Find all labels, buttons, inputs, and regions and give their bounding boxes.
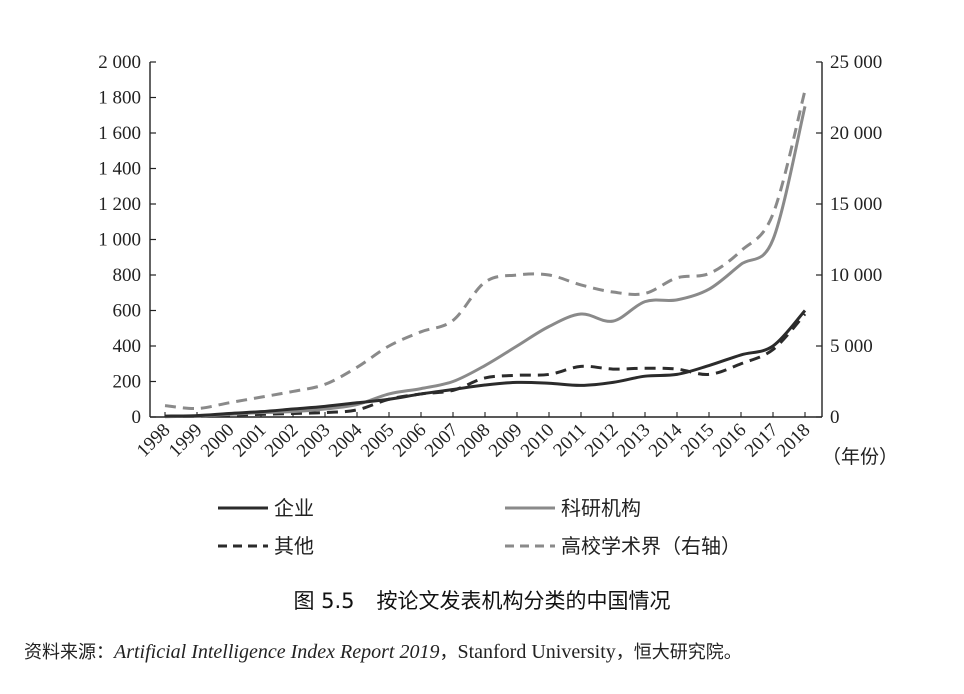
figure-title: 按论文发表机构分类的中国情况 <box>376 589 671 613</box>
legend-label: 其他 <box>274 534 314 558</box>
source-prefix: 资料来源： <box>24 642 114 663</box>
source-separator: ， <box>439 642 458 663</box>
source-organization: Stanford University <box>457 641 616 663</box>
y-left-tick-label: 1 400 <box>98 159 141 180</box>
series-lines <box>164 90 807 419</box>
y-right-tick-label: 20 000 <box>830 123 882 144</box>
source-note: 资料来源：Artificial Intelligence Index Repor… <box>24 638 954 664</box>
y-left-tick-label: 1 200 <box>98 194 141 215</box>
source-title: Artificial Intelligence Index Report 201… <box>114 641 440 663</box>
x-tick-label: 2012 <box>581 420 623 462</box>
x-tick-label: 2002 <box>261 420 303 462</box>
y-right-tick-label: 10 000 <box>830 265 882 286</box>
figure-number: 图 5.5 <box>293 589 355 613</box>
y-left-tick-label: 600 <box>113 301 142 322</box>
x-tick-label: 2014 <box>645 419 687 461</box>
legend-label: 科研机构 <box>561 496 641 520</box>
x-tick-label: 2003 <box>293 420 335 462</box>
x-tick-label: 1999 <box>165 420 207 462</box>
chart: 0 200 400 600 800 1 000 1 200 1 400 1 600 1 800 2 … <box>98 52 898 558</box>
x-tick-label: 2013 <box>613 420 655 462</box>
series-line-1 <box>164 106 807 418</box>
y-left-tick-label: 200 <box>113 372 142 393</box>
x-tick-label: 2015 <box>677 420 719 462</box>
source-suffix: 恒大研究院。 <box>633 642 742 663</box>
y-right-tick-label: 0 <box>830 407 840 428</box>
x-axis-unit: （年份） <box>822 446 898 468</box>
y-left-tick-label: 0 <box>132 407 142 428</box>
y-left-tick-label: 2 000 <box>98 52 141 73</box>
y-left-tick-label: 400 <box>113 336 142 357</box>
source-separator: ， <box>615 642 634 663</box>
x-tick-label: 2016 <box>709 420 751 462</box>
figure-caption: 图 5.5 按论文发表机构分类的中国情况 <box>0 585 964 615</box>
x-tick-label: 2007 <box>421 420 463 462</box>
series-line-0 <box>164 309 807 418</box>
legend-label: 高校学术界（右轴） <box>561 534 741 558</box>
x-tick-label: 2005 <box>357 420 399 462</box>
y-right-tick-label: 5 000 <box>830 336 873 357</box>
series-line-3 <box>164 90 807 411</box>
legend-label: 企业 <box>274 496 314 520</box>
y-right-tick-label: 25 000 <box>830 52 882 73</box>
y-left-tick-label: 1 600 <box>98 123 141 144</box>
y-left-tick-label: 1 800 <box>98 88 141 109</box>
y-left-tick-label: 1 000 <box>98 230 141 251</box>
x-tick-label: 2006 <box>389 420 431 462</box>
x-tick-label: 2000 <box>197 420 239 462</box>
x-tick-label: 2009 <box>485 420 527 462</box>
x-tick-label: 2010 <box>517 420 559 462</box>
x-tick-label: 2017 <box>741 420 783 462</box>
x-tick-label: 2011 <box>549 420 590 461</box>
x-tick-label: 2008 <box>453 420 495 462</box>
series-line-2 <box>164 313 807 419</box>
axes: 0 200 400 600 800 1 000 1 200 1 400 1 600 1 800 2 … <box>98 52 898 468</box>
y-right-tick-label: 15 000 <box>830 194 882 215</box>
x-tick-label: 2018 <box>773 420 815 462</box>
x-tick-label: 2001 <box>229 420 271 462</box>
y-left-tick-label: 800 <box>113 265 142 286</box>
x-tick-label: 2004 <box>325 419 367 461</box>
